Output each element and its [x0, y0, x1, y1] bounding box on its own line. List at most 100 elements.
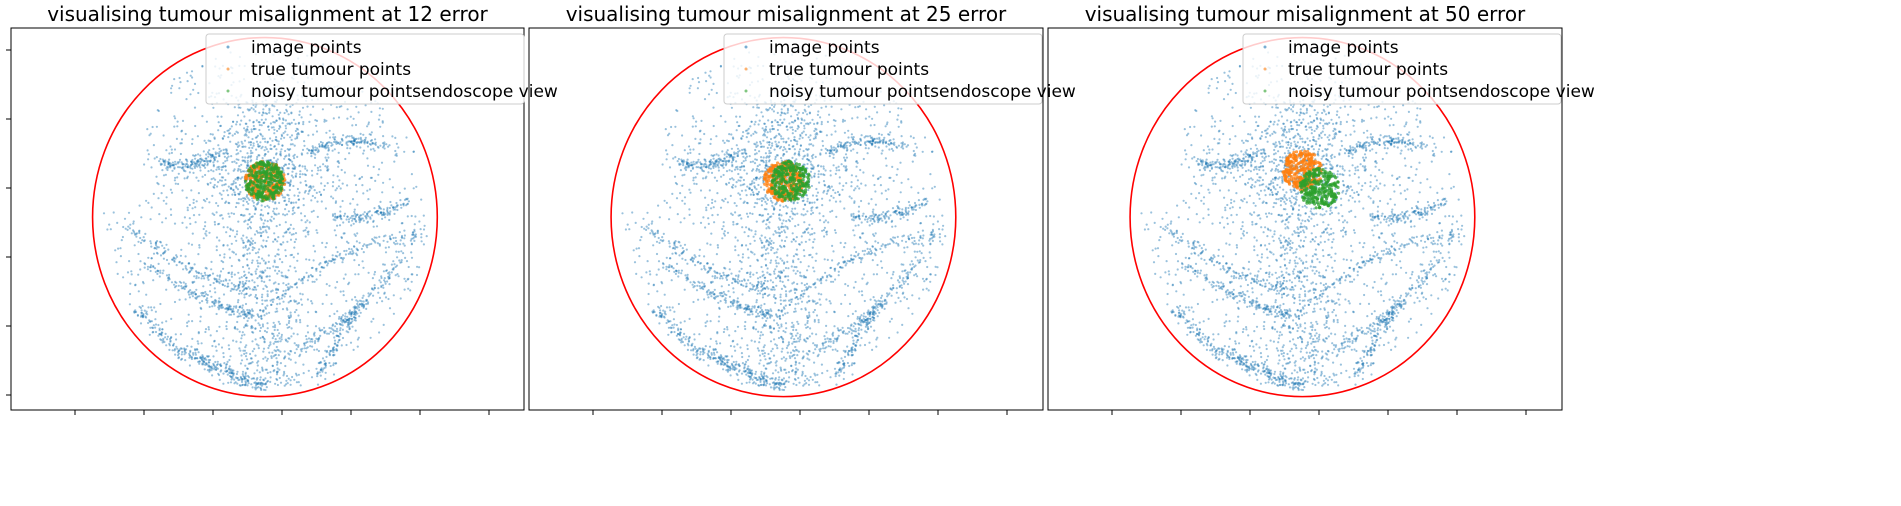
image-point [371, 288, 374, 291]
image-point [143, 239, 146, 242]
image-point [414, 215, 417, 218]
image-point [354, 317, 357, 320]
image-point [294, 283, 297, 286]
image-point [273, 121, 276, 124]
image-point [758, 337, 762, 340]
image-point [186, 80, 189, 83]
image-point [262, 271, 265, 274]
image-point [287, 172, 290, 175]
image-point [235, 158, 238, 161]
image-point [383, 143, 386, 146]
image-point [407, 287, 410, 290]
image-point [270, 147, 273, 151]
image-point [275, 370, 278, 373]
image-point [774, 277, 778, 280]
image-point [245, 287, 248, 290]
image-point [244, 377, 247, 380]
image-point [318, 263, 321, 266]
image-point [322, 188, 326, 191]
image-point [164, 159, 167, 162]
image-point [302, 120, 305, 124]
image-point [171, 164, 174, 167]
image-point [280, 271, 283, 274]
image-point [278, 368, 281, 371]
image-point [245, 166, 248, 169]
image-point [225, 307, 228, 310]
image-point [326, 349, 329, 353]
image-point [814, 381, 817, 384]
image-point [761, 270, 764, 273]
image-point [161, 221, 164, 224]
image-point [781, 314, 785, 317]
image-point [211, 300, 214, 303]
image-point [204, 173, 207, 177]
image-point [278, 223, 281, 226]
image-point [170, 87, 173, 90]
image-point [240, 354, 243, 357]
image-point [255, 148, 258, 151]
image-point [324, 362, 327, 365]
image-point [203, 368, 206, 371]
image-point [333, 348, 336, 352]
image-point [259, 383, 262, 386]
image-point [334, 362, 337, 365]
image-point [370, 214, 374, 217]
image-point [254, 241, 257, 244]
image-point [187, 262, 191, 265]
image-point [804, 308, 807, 311]
image-point [222, 352, 225, 355]
image-point [295, 172, 298, 175]
image-point [160, 332, 163, 335]
image-point [257, 314, 260, 317]
image-point [324, 377, 327, 381]
image-point [346, 325, 349, 328]
image-point [282, 213, 285, 216]
image-point [210, 169, 213, 172]
image-point [359, 136, 362, 139]
image-point [235, 153, 238, 156]
image-point [217, 280, 220, 283]
image-point [257, 344, 260, 347]
image-point [197, 342, 200, 345]
image-point [202, 363, 205, 366]
image-point [238, 280, 241, 283]
image-point [758, 311, 762, 314]
image-point [382, 270, 385, 273]
image-point [261, 114, 264, 117]
image-point [237, 202, 240, 205]
image-point [261, 270, 264, 273]
image-point [340, 317, 343, 320]
image-point [325, 293, 328, 297]
noisy-tumour-point [259, 162, 263, 166]
image-point [375, 225, 379, 228]
image-point [405, 136, 408, 139]
image-point [247, 219, 250, 222]
image-point [800, 235, 803, 238]
image-point [333, 138, 336, 141]
image-point [393, 212, 396, 215]
image-point [324, 349, 327, 352]
image-point [286, 148, 289, 151]
image-point [140, 309, 143, 312]
image-point [333, 261, 336, 264]
image-point [283, 384, 286, 387]
image-point [250, 316, 253, 319]
image-point [228, 215, 231, 218]
image-point [334, 201, 337, 204]
image-point [794, 225, 797, 228]
image-point [785, 357, 788, 360]
image-point [328, 351, 331, 354]
image-point [191, 295, 194, 298]
image-point [173, 163, 176, 166]
image-point [221, 283, 225, 286]
image-point [302, 363, 305, 366]
image-point [764, 314, 768, 317]
image-point [226, 129, 229, 132]
image-point [358, 315, 361, 318]
image-point [266, 141, 269, 144]
image-point [303, 276, 306, 279]
image-point [161, 158, 164, 161]
image-point [300, 303, 304, 306]
image-point [349, 202, 352, 205]
